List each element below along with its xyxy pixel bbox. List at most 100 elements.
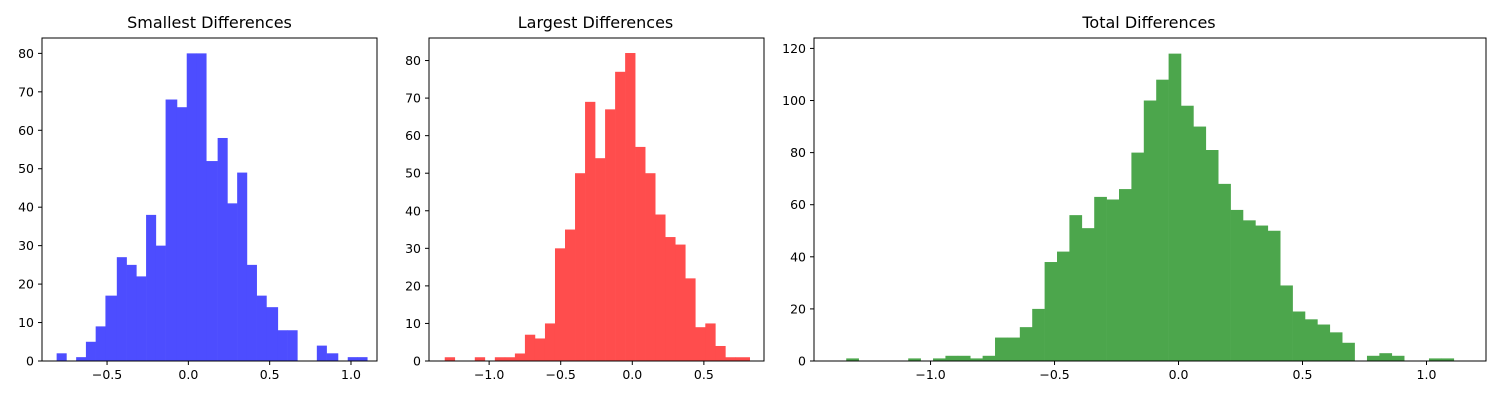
histogram-bar	[474, 357, 486, 361]
histogram-bar	[1366, 355, 1380, 361]
histogram-bar	[1218, 183, 1231, 361]
histogram-bar	[206, 161, 218, 361]
bars-smallest	[56, 53, 368, 362]
x-tick-label: −0.5	[92, 367, 122, 382]
y-tick-label: 80	[405, 53, 421, 68]
panel-title: Largest Differences	[518, 13, 674, 32]
histogram-bar	[635, 146, 646, 361]
y-tick-label: 30	[405, 241, 421, 256]
y-tick-label: 30	[18, 238, 34, 253]
y-tick-label: 50	[18, 161, 34, 176]
histogram-bar	[645, 173, 656, 361]
x-axis-ticks: −1.0 −0.5 0.0 0.5	[474, 361, 714, 382]
histogram-bar	[982, 355, 996, 361]
histogram-bar	[605, 109, 616, 361]
histogram-bar	[277, 330, 288, 361]
y-tick-label: 0	[413, 354, 421, 369]
x-tick-label: −1.0	[474, 367, 504, 382]
histogram-bar	[1267, 230, 1281, 361]
histogram-bar	[1304, 319, 1318, 361]
x-tick-label: 0.0	[178, 367, 198, 382]
x-tick-label: 0.0	[1169, 367, 1189, 382]
histogram-bar	[56, 353, 67, 361]
histogram-bar	[1143, 100, 1157, 362]
histogram-bar	[554, 248, 566, 361]
histogram-bar	[933, 358, 946, 361]
histogram-bar	[735, 357, 750, 361]
y-tick-label: 60	[18, 123, 34, 138]
histogram-bar	[196, 53, 207, 361]
y-tick-label: 0	[798, 354, 806, 369]
histogram-bar	[565, 229, 576, 361]
histogram-bar	[116, 257, 127, 361]
histogram-bar	[625, 53, 636, 362]
histogram-bar	[1094, 196, 1107, 361]
axes-frame	[41, 37, 378, 362]
histogram-bar	[1019, 327, 1033, 361]
histogram-bar	[1181, 105, 1194, 361]
y-axis-ticks: 0 10 20 30 40 50 60 70 80	[18, 46, 42, 369]
histogram-bar	[105, 295, 118, 361]
x-tick-label: −0.5	[546, 367, 576, 382]
histogram-bar	[725, 357, 736, 361]
x-tick-label: −0.5	[1039, 367, 1069, 382]
x-axis-ticks: −0.5 0.0 0.5 1.0	[92, 361, 361, 382]
histogram-bar	[1007, 337, 1021, 361]
x-tick-label: 1.0	[341, 367, 361, 382]
axes-frame	[813, 37, 1487, 362]
y-tick-label: 10	[405, 316, 421, 331]
histogram-bar	[237, 172, 248, 361]
histogram-bar	[1342, 342, 1355, 361]
histogram-bar	[705, 323, 716, 361]
histogram-bar	[217, 137, 228, 361]
x-tick-label: 0.5	[694, 367, 714, 382]
histogram-bar	[95, 326, 106, 361]
histogram-bar	[1280, 285, 1293, 361]
histogram-bar	[544, 323, 556, 361]
histogram-bar	[534, 338, 546, 361]
histogram-bar	[846, 358, 859, 361]
y-tick-label: 100	[782, 93, 806, 108]
y-axis-ticks: 0 10 20 30 40 50 60 70 80	[405, 53, 429, 369]
histogram-bar	[1255, 225, 1269, 361]
histogram-bar	[1032, 308, 1045, 361]
histogram-bar	[524, 334, 536, 361]
y-tick-label: 60	[790, 197, 806, 212]
histogram-bar	[126, 264, 137, 361]
histogram-bar	[1329, 332, 1343, 361]
panel-title: Smallest Differences	[127, 13, 292, 32]
histogram-bar	[1230, 209, 1244, 361]
histogram-bar	[1317, 324, 1331, 361]
histogram-bar	[316, 345, 327, 361]
histogram-bar	[665, 237, 676, 361]
panel-smallest-differences: Smallest Differences −0.5 0.0 0.5 1.0 0 10 20…	[18, 13, 378, 382]
histogram-bar	[1193, 126, 1207, 361]
y-tick-label: 50	[405, 166, 421, 181]
y-tick-label: 40	[18, 200, 34, 215]
histogram-bar	[1057, 251, 1070, 361]
histogram-bar	[655, 214, 666, 361]
histogram-bar	[1106, 199, 1120, 361]
y-tick-label: 80	[18, 46, 34, 61]
histogram-bar	[695, 327, 706, 361]
histogram-bar	[494, 357, 506, 361]
x-tick-label: 0.5	[260, 367, 280, 382]
histogram-bar	[227, 203, 238, 361]
histogram-bar	[165, 99, 178, 362]
histogram-bar	[957, 355, 971, 361]
panel-largest-differences: Largest Differences −1.0 −0.5 0.0 0.5 0 10 20…	[405, 13, 765, 382]
histogram-bar	[1379, 353, 1393, 361]
histogram-bar	[585, 101, 596, 361]
histogram-bar	[347, 357, 358, 361]
histogram-bar	[715, 345, 726, 361]
y-tick-label: 20	[790, 301, 806, 316]
histogram-bar	[1292, 311, 1306, 361]
histogram-bar	[1441, 358, 1455, 361]
y-axis-ticks: 0 20 40 60 80 100 120	[782, 41, 814, 369]
axes-frame	[428, 37, 765, 362]
histogram-bar	[1081, 228, 1095, 361]
y-tick-label: 20	[405, 278, 421, 293]
bars-largest	[444, 53, 750, 362]
histogram-bar	[256, 295, 267, 361]
